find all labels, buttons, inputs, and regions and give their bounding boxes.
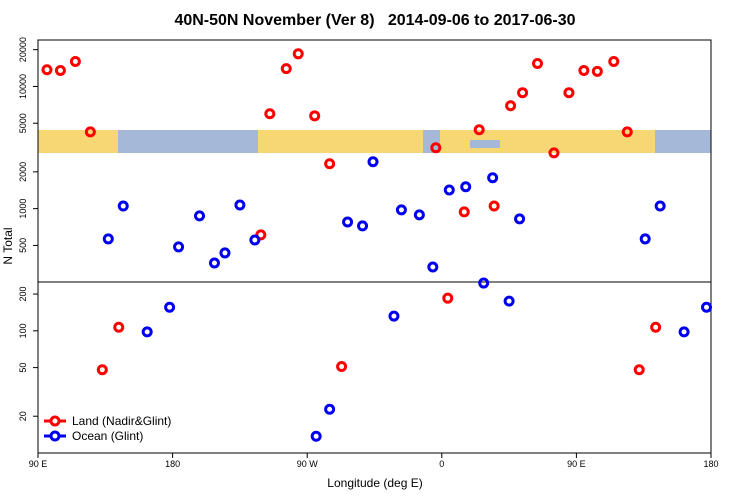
point [473,124,485,136]
point [488,200,500,212]
x-tick-label: 180 [703,459,718,469]
y-tick-label: 100 [18,323,28,338]
x-axis-label: Longitude (deg E) [327,476,422,490]
point [357,220,369,232]
point [503,295,515,307]
y-tick-label: 50 [18,363,28,373]
y-tick-label: 10000 [18,74,28,99]
point [324,403,336,415]
point [219,247,231,259]
point [650,321,662,333]
point [701,301,713,313]
point [442,292,454,304]
point [173,241,185,253]
point [54,65,66,77]
point [517,87,529,99]
point [591,65,603,77]
point [478,277,490,289]
point [678,326,690,338]
map-band [38,130,711,153]
point [96,364,108,376]
legend-label: Ocean (Glint) [72,429,143,443]
y-tick-label: 200 [18,287,28,302]
point [578,65,590,77]
point [342,216,354,228]
y-axis-label: N Total [1,227,15,264]
y-tick-label: 2000 [18,162,28,182]
y-tick-label: 5000 [18,113,28,133]
point [505,100,517,112]
point [234,199,246,211]
point [388,310,400,322]
point [367,156,379,168]
point [249,234,261,246]
point [458,206,470,218]
point [324,158,336,170]
x-tick-label: 0 [439,459,444,469]
point [310,430,322,442]
point [164,301,176,313]
plot-frame [37,39,712,454]
point [264,108,276,120]
point [514,213,526,225]
legend-marker [49,415,61,427]
point [309,110,321,122]
point [563,87,575,99]
point [117,200,129,212]
legend-label: Land (Nadir&Glint) [72,414,171,428]
point [102,233,114,245]
point [336,361,348,373]
point [208,257,220,269]
point [395,204,407,216]
point [292,48,304,60]
point [430,142,442,154]
point [621,126,633,138]
point [84,126,96,138]
legend-marker [49,430,61,442]
point [487,172,499,184]
y-tick-label: 20000 [18,37,28,62]
point [633,364,645,376]
point [280,63,292,75]
point [532,58,544,70]
point [443,184,455,196]
point [548,147,560,159]
y-tick-label: 20 [18,411,28,421]
x-tick-label: 90 W [297,459,319,469]
x-tick-label: 90 E [29,459,48,469]
y-tick-label: 1000 [18,199,28,219]
point [413,209,425,221]
point [41,64,53,76]
point [460,181,472,193]
point [654,200,666,212]
x-tick-label: 90 E [567,459,586,469]
y-tick-label: 500 [18,238,28,253]
point [194,210,206,222]
point [608,56,620,68]
x-tick-label: 180 [165,459,180,469]
chart-title: 40N-50N November (Ver 8) 2014-09-06 to 2… [174,12,575,29]
point [639,233,651,245]
point [141,326,153,338]
point [113,321,125,333]
point [69,56,81,68]
point [427,261,439,273]
